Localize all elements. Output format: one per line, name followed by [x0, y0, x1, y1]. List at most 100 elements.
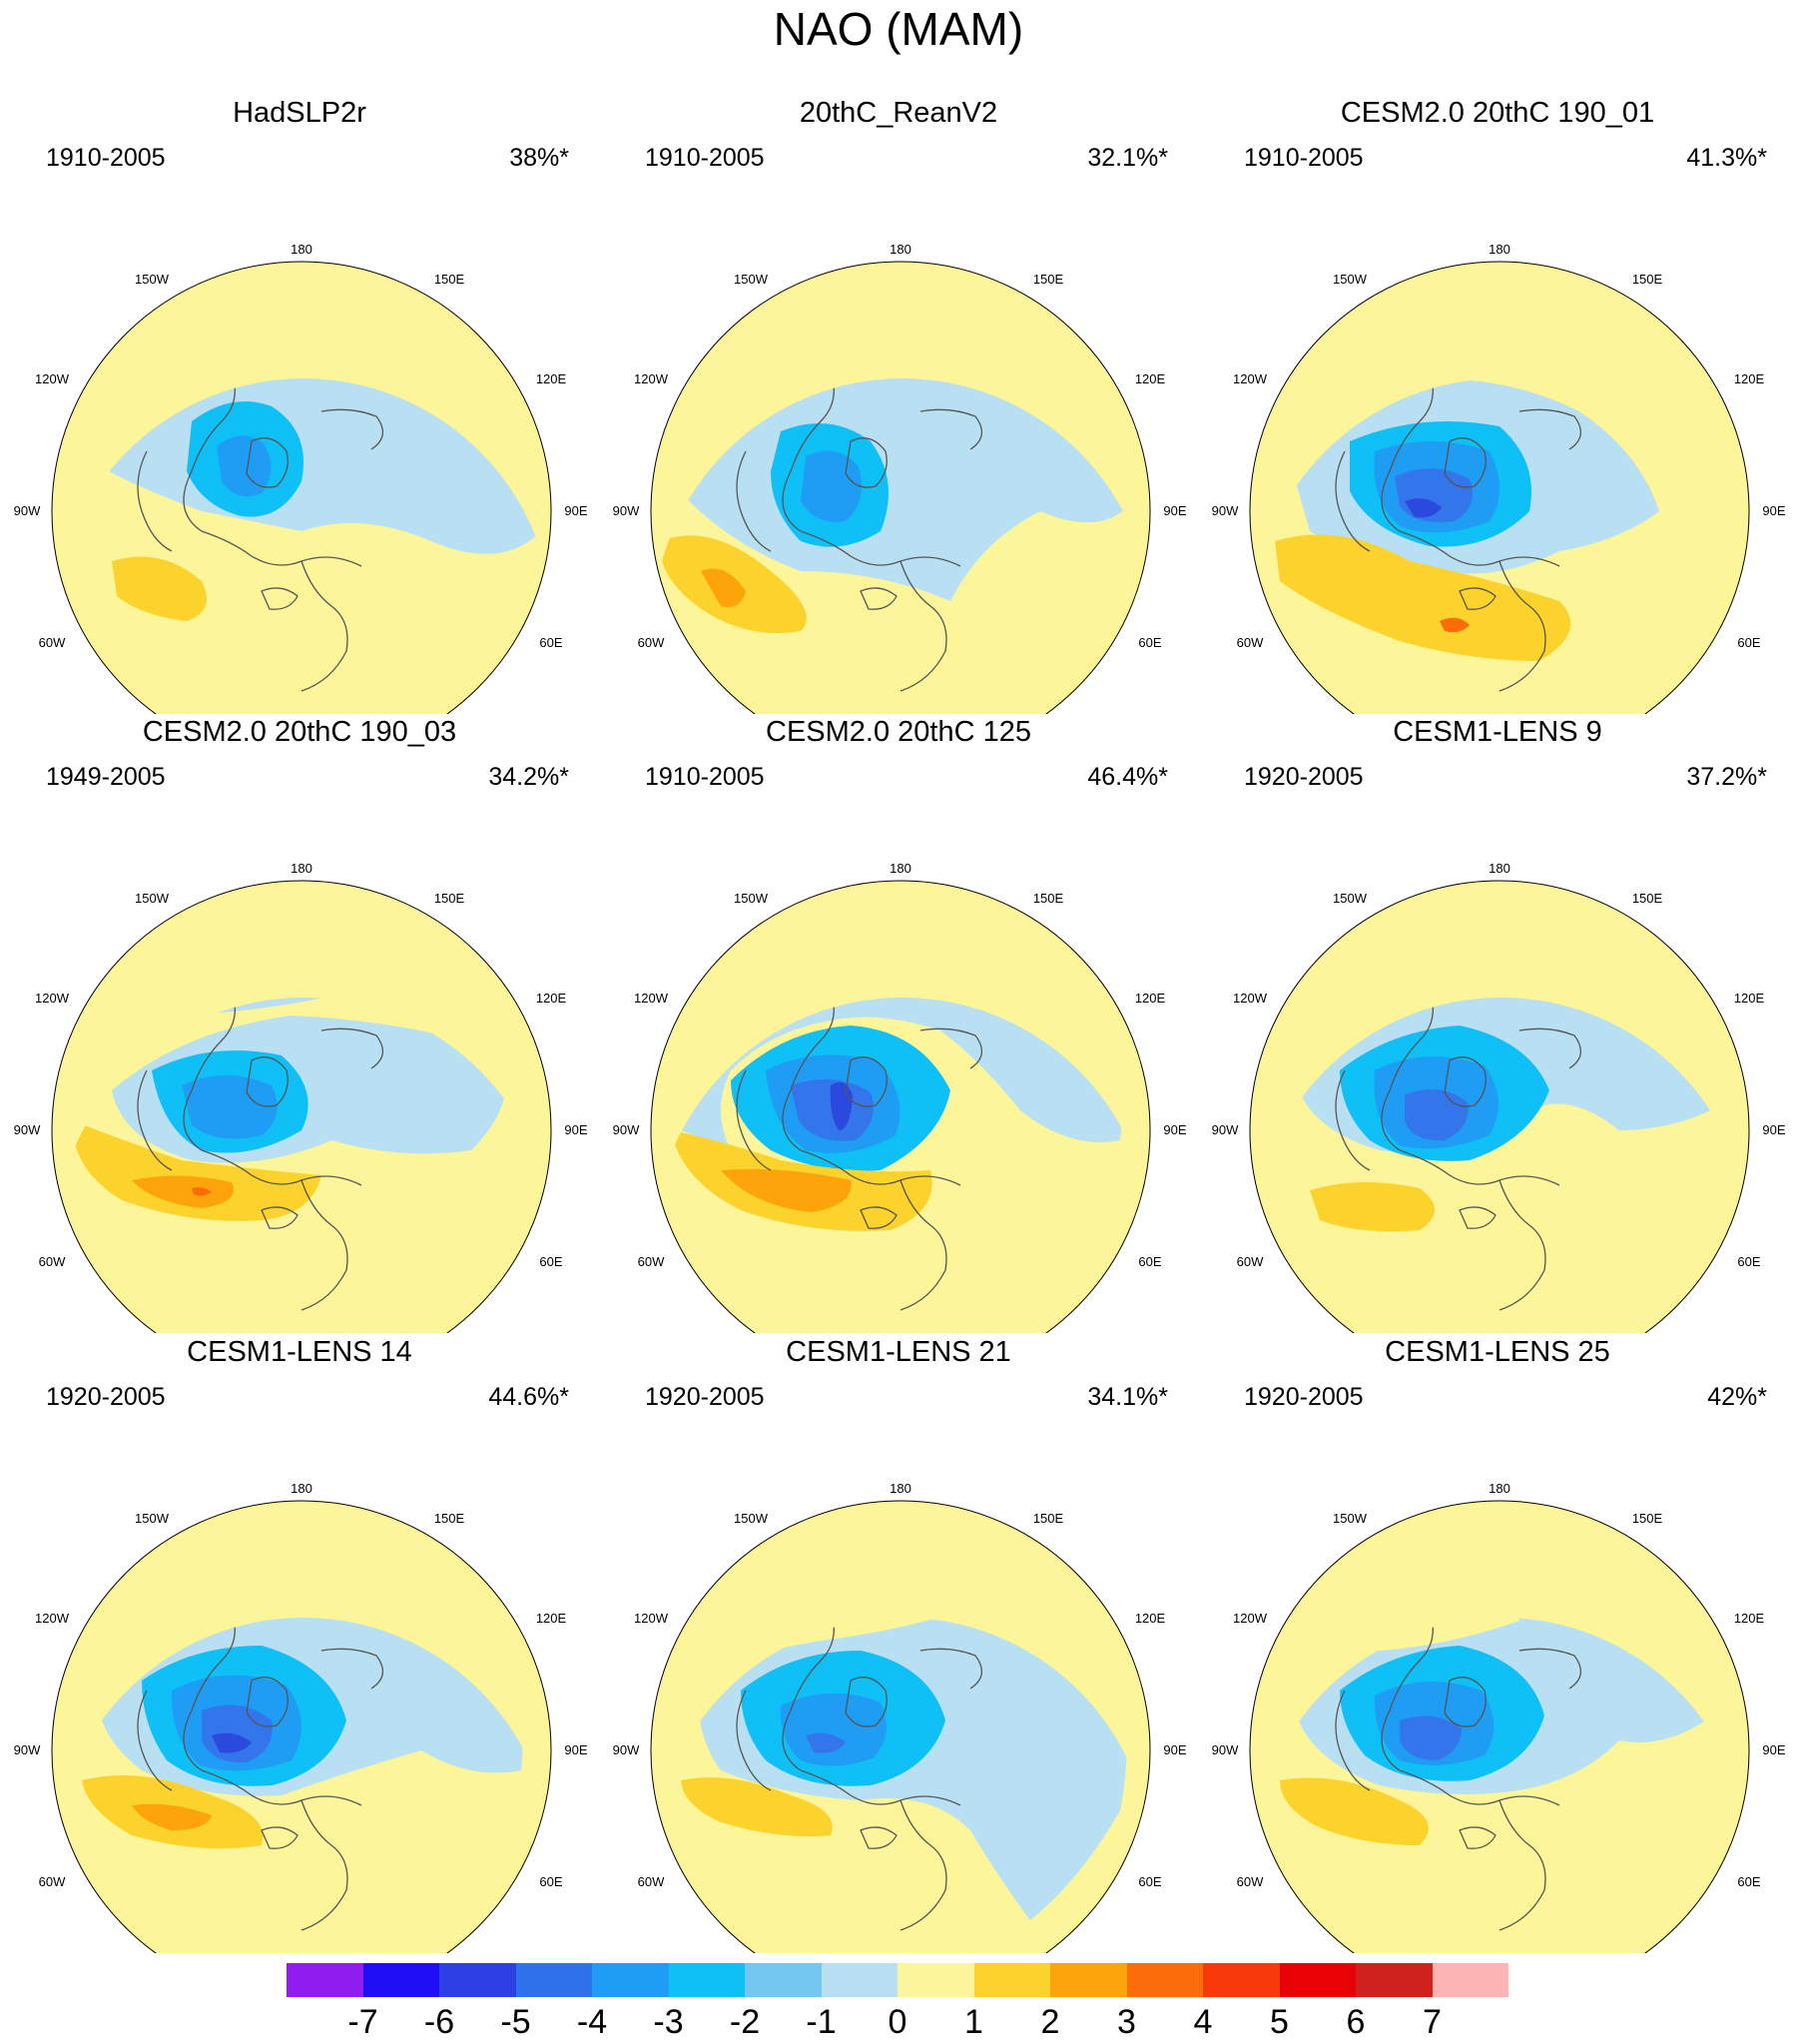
coastline — [800, 530, 961, 567]
colorbar-label: 4 — [1193, 2003, 1213, 2041]
map-border — [1249, 1500, 1750, 1953]
longitude-label: 180 — [890, 1481, 911, 1496]
longitude-label: 150W — [135, 1511, 170, 1526]
colorbar-label: 2 — [1040, 2003, 1060, 2041]
coastline — [1518, 1027, 1581, 1069]
polar-map: 180150W150E120W120E90W90E60W60E30W30E0 — [14, 1481, 588, 1953]
colorbar-swatch — [1432, 1963, 1508, 1997]
longitude-label: 150E — [434, 1511, 465, 1526]
period-label: 1920-2005 — [46, 1383, 166, 1411]
longitude-label: 120E — [1734, 991, 1765, 1006]
coastline — [1498, 1799, 1546, 1931]
coastline — [780, 378, 835, 532]
colorbar-swatch — [821, 1963, 898, 1997]
longitude-label: 60E — [1737, 1874, 1760, 1889]
period-label: 1920-2005 — [1244, 1383, 1364, 1411]
longitude-label: 120E — [536, 1611, 567, 1626]
colorbar-swatch — [362, 1963, 439, 1997]
contour-region — [72, 1120, 321, 1221]
longitude-label: 60W — [638, 635, 665, 650]
coastline — [201, 530, 362, 567]
coastline — [736, 1690, 772, 1791]
period-label: 1910-2005 — [645, 763, 765, 791]
longitude-label: 180 — [890, 861, 911, 876]
colorbar-label: -4 — [576, 2003, 608, 2041]
coastline — [899, 1179, 947, 1311]
panel-title: CESM1-LENS 14 — [187, 1336, 412, 1368]
coastline — [1399, 1149, 1560, 1186]
contour-region — [1310, 1181, 1435, 1232]
panel-title: CESM1-LENS 9 — [1393, 716, 1602, 748]
longitude-label: 120E — [1734, 1611, 1765, 1626]
period-label: 1910-2005 — [46, 144, 166, 172]
longitude-label: 90W — [14, 503, 41, 518]
longitude-label: 90E — [564, 1122, 587, 1137]
longitude-label: 60W — [638, 1874, 665, 1889]
polar-map: 180150W150E120W120E90W90E60W60E30W30E0 — [1212, 1481, 1786, 1953]
colorbar-swatch — [287, 1963, 363, 1997]
map-border — [1249, 880, 1750, 1333]
colorbar-label: 3 — [1117, 2003, 1136, 2041]
panel-title: CESM2.0 20thC 190_01 — [1340, 97, 1655, 129]
coastline — [201, 1769, 362, 1806]
coastline — [919, 408, 982, 450]
longitude-label: 120E — [1734, 371, 1765, 386]
contour-region — [1280, 1777, 1429, 1845]
coastline — [181, 1618, 236, 1771]
colorbar-swatch — [973, 1963, 1050, 1997]
coastline — [320, 408, 383, 450]
longitude-label: 150E — [434, 891, 465, 906]
colorbar-label: 1 — [964, 2003, 983, 2041]
longitude-label: 150E — [1033, 1511, 1064, 1526]
longitude-label: 150W — [734, 891, 769, 906]
coastline — [1444, 437, 1487, 488]
longitude-label: 60W — [1237, 1254, 1264, 1269]
polar-map: 180150W150E120W120E90W90E60W60E30W30E0 — [14, 861, 588, 1333]
coastline — [800, 1149, 961, 1186]
map-panel: CESM1-LENS 21 1920-2005 34.1%* 180 150W 150E 1… — [599, 1334, 1198, 1953]
longitude-label: 120E — [1135, 1611, 1166, 1626]
longitude-label: 120W — [1233, 1611, 1268, 1626]
colorbar-swatch — [1356, 1963, 1433, 1997]
coastline — [181, 378, 236, 532]
coastline — [919, 1648, 982, 1690]
longitude-label: 120E — [536, 371, 567, 386]
coastline — [137, 1069, 173, 1171]
map-panel: CESM2.0 20thC 190_01 1910-2005 41.3%* 180 15… — [1198, 95, 1797, 714]
colorbar-swatch — [668, 1963, 745, 1997]
map-border — [1249, 261, 1750, 714]
longitude-label: 90E — [1163, 1742, 1186, 1757]
contour-region — [806, 1732, 846, 1753]
contour-region — [1275, 534, 1571, 661]
coastline — [320, 1027, 383, 1069]
colorbar-swatch — [1279, 1963, 1356, 1997]
coastline — [1399, 1769, 1560, 1806]
longitude-label: 150W — [135, 891, 170, 906]
longitude-label: 120W — [634, 991, 669, 1006]
polar-map: 180150W150E120W120E90W90E60W60E30W30E0 — [613, 242, 1187, 714]
longitude-label: 180 — [291, 861, 312, 876]
longitude-label: 60E — [1737, 635, 1760, 650]
coastline — [1379, 378, 1434, 532]
coastline — [300, 1179, 348, 1311]
longitude-label: 90E — [1163, 503, 1186, 518]
coastline — [261, 1206, 299, 1229]
longitude-label: 90W — [14, 1742, 41, 1757]
longitude-label: 120E — [1135, 991, 1166, 1006]
coastline — [201, 1149, 362, 1186]
coastline — [1459, 587, 1497, 610]
longitude-label: 150E — [1632, 891, 1663, 906]
variance-label: 38%* — [509, 144, 569, 172]
longitude-label: 150E — [1033, 891, 1064, 906]
longitude-label: 60E — [539, 635, 562, 650]
longitude-label: 150W — [1333, 272, 1368, 287]
colorbar-label: -7 — [347, 2003, 378, 2041]
map-panel: CESM2.0 20thC 190_03 1949-2005 34.2%* 180 15… — [0, 714, 599, 1333]
coastline — [1459, 1206, 1497, 1229]
longitude-label: 120W — [634, 371, 669, 386]
longitude-label: 90W — [613, 503, 640, 518]
longitude-label: 90W — [613, 1742, 640, 1757]
coastline — [736, 450, 772, 552]
longitude-label: 90W — [1212, 1122, 1239, 1137]
polar-map: 180150W150E120W120E90W90E60W60E30W30E0 — [613, 1481, 1187, 1953]
